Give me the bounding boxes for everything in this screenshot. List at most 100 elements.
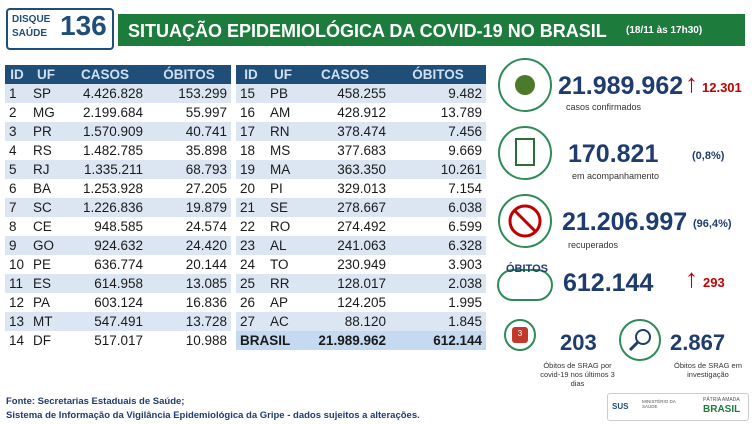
cell: 636.774	[94, 257, 143, 272]
cell: 22	[240, 219, 256, 234]
table-row: 23 AL 241.063 6.328	[236, 236, 486, 255]
cell: 230.949	[337, 257, 386, 272]
cell: 4	[9, 143, 17, 158]
column-header: ID	[5, 65, 29, 84]
cell: 68.793	[147, 160, 231, 179]
cell: 16.836	[185, 295, 227, 310]
cell: RJ	[29, 160, 63, 179]
table-row: 16 AM 428.912 13.789	[236, 103, 486, 122]
cell: 1.482.785	[82, 143, 143, 158]
cell: 2.199.684	[82, 105, 143, 120]
cell: 26	[240, 295, 256, 310]
cell: SP	[29, 84, 63, 103]
up-arrow: ↑	[685, 263, 698, 293]
cell: 924.632	[63, 236, 147, 255]
table-row: 19 MA 363.350 10.261	[236, 160, 486, 179]
table-row: 11 ES 614.958 13.085	[5, 274, 231, 293]
cell: RO	[270, 219, 291, 234]
cell: 20.144	[185, 257, 227, 272]
header-row: ID UF CASOS ÓBITOS	[236, 65, 486, 84]
cell: 23	[236, 236, 266, 255]
table-row: 7 SC 1.226.836 19.879	[5, 198, 231, 217]
cell: 1	[5, 84, 29, 103]
cell: PB	[266, 84, 300, 103]
cell: 6.599	[448, 219, 482, 234]
cell: AL	[266, 236, 300, 255]
clipboard	[515, 138, 535, 166]
up-arrow: ↑	[685, 68, 698, 98]
cell: 15	[236, 84, 266, 103]
column-header: ÓBITOS	[147, 65, 231, 84]
handle	[628, 340, 640, 352]
search-icon	[619, 319, 661, 361]
cell: 10	[9, 257, 25, 272]
gov-logos: SUS MINISTÉRIO DA SAÚDE PÁTRIA AMADA BRA…	[607, 393, 749, 421]
cell: 1.226.836	[63, 198, 147, 217]
table-row: 25 RR 128.017 2.038	[236, 274, 486, 293]
srag-investigation-value: 2.867	[670, 330, 726, 355]
cell: RR	[266, 274, 300, 293]
column-header: ÓBITOS	[390, 65, 486, 84]
cell: 55.997	[185, 105, 227, 120]
logo-line2: SAÚDE	[12, 28, 48, 39]
column-header: UF	[266, 65, 300, 84]
cell: 10.988	[185, 333, 227, 348]
table-row: 27 AC 88.120 1.845	[236, 312, 486, 331]
cell: 88.120	[300, 312, 390, 331]
footer-line: Fonte: Secretarias Estaduais de Saúde;	[6, 396, 185, 407]
footer-line: Sistema de Informação da Vigilância Epid…	[6, 410, 420, 421]
cell: 1.845	[390, 312, 486, 331]
cell: 19	[236, 160, 266, 179]
prohibited	[508, 204, 542, 238]
cell: 612.144	[390, 331, 486, 350]
srag-recent-value: 203	[560, 330, 597, 355]
cell: MA	[266, 160, 300, 179]
cell: 16	[240, 105, 256, 120]
ministry-logo: MINISTÉRIO DA SAÚDE	[642, 399, 676, 409]
cell: MT	[29, 312, 63, 331]
cell: 278.667	[300, 198, 390, 217]
table-row: 13 MT 547.491 13.728	[5, 312, 231, 331]
cell: TO	[270, 257, 289, 272]
title-banner: SITUAÇÃO EPIDEMIOLÓGICA DA COVID-19 NO B…	[118, 14, 745, 46]
cell: 377.683	[337, 143, 386, 158]
table-row: 14 DF 517.017 10.988	[5, 331, 231, 350]
cell: 1.253.928	[82, 181, 143, 196]
cell: 24.420	[147, 236, 231, 255]
cell: 13.728	[147, 312, 231, 331]
cell: MS	[270, 143, 291, 158]
cell: 1.995	[448, 295, 482, 310]
cell: 5	[5, 160, 29, 179]
cell: 40.741	[147, 122, 231, 141]
cell: 17	[236, 122, 266, 141]
table-row: 20 PI 329.013 7.154	[236, 179, 486, 198]
cell: CE	[33, 219, 52, 234]
table-row: 3 PR 1.570.909 40.741	[5, 122, 231, 141]
table-row: 2 MG 2.199.684 55.997	[5, 103, 231, 122]
cell: 547.491	[63, 312, 147, 331]
cell: 363.350	[300, 160, 390, 179]
cell: 8	[9, 219, 17, 234]
cell: 603.124	[94, 295, 143, 310]
cell: 27.205	[185, 181, 227, 196]
cell: AP	[270, 295, 289, 310]
cell: BA	[33, 181, 52, 196]
cell: 3.903	[448, 257, 482, 272]
table-row: 21 SE 278.667 6.038	[236, 198, 486, 217]
recovered-label: recuperados	[568, 240, 619, 250]
cell: 13	[5, 312, 29, 331]
cell: AC	[266, 312, 300, 331]
cell: 7.456	[390, 122, 486, 141]
cell: GO	[29, 236, 63, 255]
cell: DF	[33, 333, 51, 348]
cell: RS	[33, 143, 52, 158]
cell: 9	[5, 236, 29, 255]
lens	[635, 329, 651, 345]
cell: 458.255	[300, 84, 390, 103]
calendar	[512, 327, 528, 343]
srag-recent-label: Óbitos de SRAG por covid-19 nos últimos …	[540, 361, 615, 388]
cell: 13.789	[440, 105, 482, 120]
prohibited-bar	[512, 208, 538, 234]
cell: 25	[236, 274, 266, 293]
table-row: 26 AP 124.205 1.995	[236, 293, 486, 312]
